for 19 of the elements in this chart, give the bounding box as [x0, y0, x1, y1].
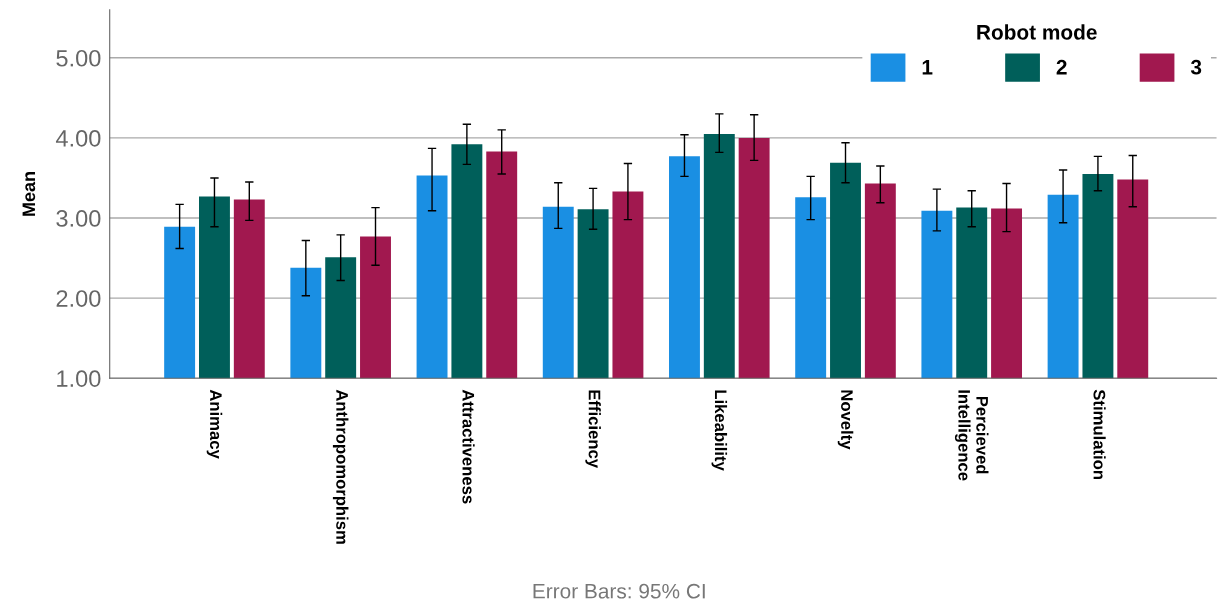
- y-tick-label: 5.00: [56, 49, 101, 67]
- x-tick-label: Likeability: [711, 390, 728, 471]
- x-tick-label: Stimulation: [1093, 389, 1106, 480]
- x-tick-label: Percieved Intelligence: [954, 390, 989, 481]
- y-axis-title: Mean: [22, 172, 36, 216]
- y-tick-label: 1.00: [57, 370, 101, 387]
- legend-label: 2: [1056, 59, 1067, 75]
- y-tick-label: 3.00: [56, 210, 101, 227]
- text: Error Bars: 95% CI: [533, 583, 705, 599]
- y-tick-label: 2.00: [56, 290, 101, 307]
- legend-label: 3: [1190, 59, 1202, 75]
- legend-title: Robot mode: [977, 24, 1097, 40]
- x-tick-label: Attractiveness: [462, 389, 475, 504]
- x-tick-label: Animacy: [206, 389, 223, 459]
- y-tick-label: 4.00: [55, 129, 101, 147]
- x-tick-label: Efficiency: [585, 390, 601, 468]
- x-tick-label: Novelty: [837, 390, 854, 450]
- x-tick-label: Anthropomorphism: [332, 389, 349, 544]
- legend-label: 1: [922, 60, 933, 75]
